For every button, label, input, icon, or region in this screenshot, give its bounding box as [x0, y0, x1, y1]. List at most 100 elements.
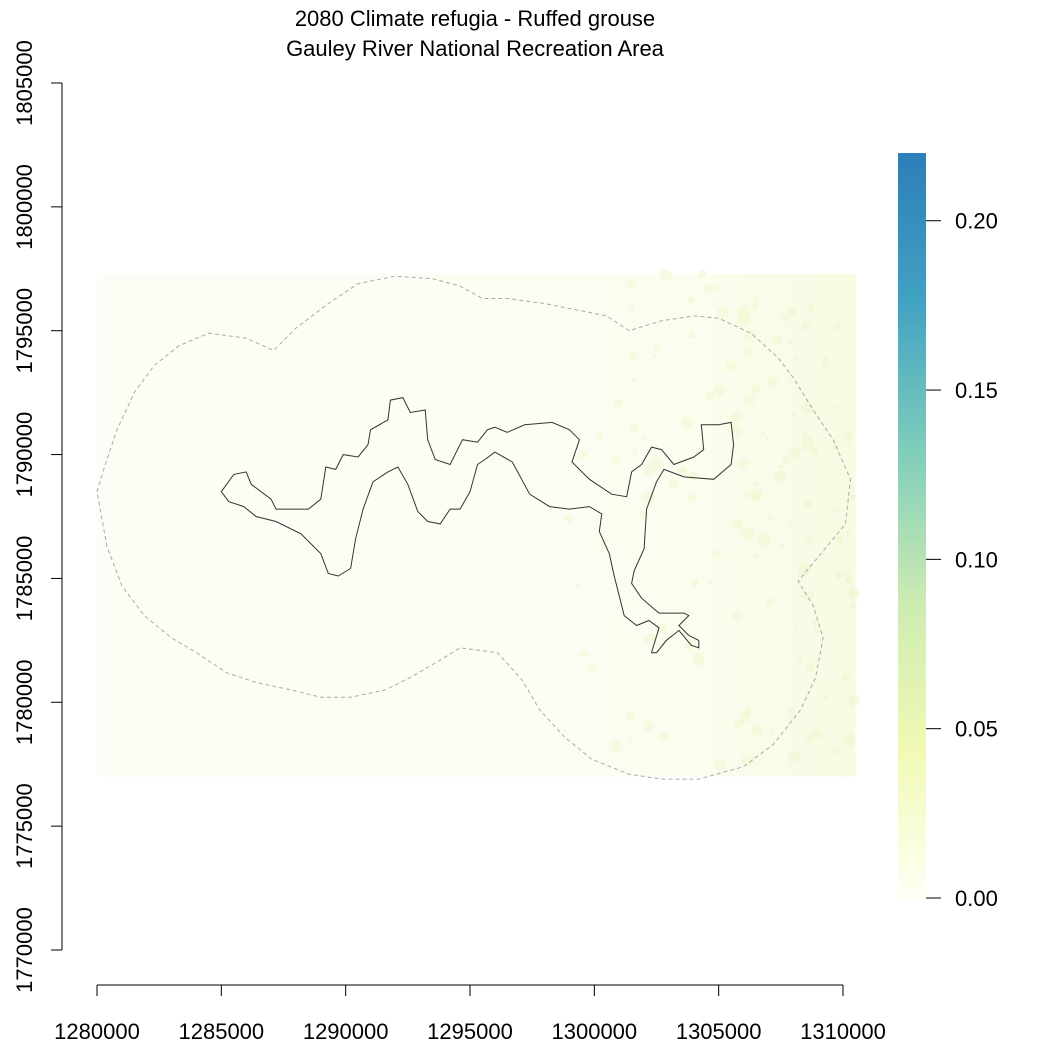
raster-cell: [803, 498, 813, 509]
raster-cell: [730, 424, 743, 437]
raster-cell: [564, 514, 573, 523]
raster-cell: [698, 269, 707, 279]
raster-cell: [794, 627, 799, 632]
raster-cell: [770, 731, 776, 736]
legend-tick-label: 0.10: [955, 547, 998, 572]
raster-cell: [738, 711, 750, 724]
legend-colorbar: [898, 153, 926, 898]
raster-cell: [713, 759, 727, 772]
raster-cell: [630, 423, 639, 432]
y-tick-label: 1770000: [12, 907, 37, 993]
raster-cell: [848, 694, 861, 707]
raster-cell: [810, 446, 818, 455]
raster-cell: [814, 626, 821, 634]
raster-cell: [744, 330, 757, 343]
raster-cell: [741, 753, 755, 767]
raster-cell: [841, 673, 851, 682]
x-tick-label: 1295000: [427, 1019, 513, 1044]
raster-cell: [731, 518, 743, 530]
raster-cell: [812, 619, 819, 626]
raster-cell: [846, 530, 851, 535]
raster-cell: [753, 481, 760, 488]
raster-cell: [802, 432, 807, 437]
raster-cell: [752, 296, 760, 304]
y-tick-label: 1795000: [12, 288, 37, 374]
raster-cell: [831, 507, 839, 514]
raster-cell: [780, 543, 785, 548]
raster-cell: [712, 548, 722, 559]
raster-cell: [632, 448, 638, 454]
y-tick-label: 1780000: [12, 659, 37, 745]
raster-cell: [822, 356, 828, 361]
raster-cell: [639, 509, 648, 519]
raster-cell: [745, 706, 751, 712]
raster-cell: [752, 553, 758, 559]
raster-cell: [787, 339, 794, 346]
raster-cell: [707, 581, 713, 586]
raster-cell: [832, 443, 839, 451]
y-tick-label: 1775000: [12, 783, 37, 869]
raster-cell: [692, 653, 705, 666]
raster-cell: [847, 587, 860, 600]
raster-cell: [574, 582, 580, 588]
raster-cell: [780, 313, 789, 322]
raster-cell: [725, 360, 737, 372]
raster-cell: [843, 570, 850, 576]
raster-cell: [652, 354, 657, 359]
refugia-raster: [97, 273, 856, 777]
x-tick-label: 1285000: [179, 1019, 265, 1044]
raster-cell: [765, 597, 774, 606]
y-axis: 1770000 1775000 1780000 1785000 1790000 17950…: [12, 40, 63, 993]
raster-cell: [812, 729, 822, 739]
raster-cell: [687, 331, 695, 339]
raster-cell: [716, 306, 730, 319]
raster-cell: [733, 718, 743, 729]
raster-cell: [736, 304, 751, 319]
raster-cell: [742, 491, 750, 499]
recreation-area-boundary: [220, 397, 735, 654]
raster-cell: [653, 344, 661, 352]
raster-cell: [628, 351, 638, 361]
raster-cell: [821, 359, 829, 368]
raster-cell: [800, 436, 815, 451]
raster-cell: [788, 707, 796, 715]
raster-cell: [750, 302, 759, 310]
raster-cell: [831, 746, 840, 755]
y-tick-label: 1800000: [12, 164, 37, 250]
raster-cell: [845, 576, 853, 584]
raster-cell: [685, 608, 691, 615]
x-axis: 1280000 1285000 1290000 1295000 1300000 13050…: [54, 984, 886, 1044]
legend-tick-label: 0.15: [955, 378, 998, 403]
raster-cell: [577, 449, 587, 460]
raster-cell: [683, 642, 691, 650]
raster-cell: [792, 355, 799, 362]
raster-cell: [805, 662, 815, 672]
y-tick-label: 1805000: [12, 40, 37, 126]
raster-cell: [782, 456, 790, 464]
raster-cell: [731, 611, 742, 622]
raster-cell: [752, 491, 762, 502]
raster-cell: [743, 394, 756, 406]
raster-cell: [579, 649, 588, 659]
raster-cell: [594, 432, 602, 441]
raster-cell: [843, 733, 857, 747]
raster-cell: [770, 334, 782, 346]
raster-cell: [849, 494, 857, 501]
raster-cell: [598, 540, 605, 548]
raster-cell: [751, 724, 763, 735]
raster-cell: [682, 467, 687, 473]
y-tick-label: 1790000: [12, 412, 37, 498]
buffer-boundary: [96, 275, 852, 780]
raster-cell: [828, 493, 834, 498]
raster-cell: [655, 623, 667, 635]
raster-cell: [822, 695, 828, 701]
raster-cell: [687, 295, 695, 304]
raster-cell: [774, 470, 786, 482]
x-tick-label: 1280000: [54, 1019, 140, 1044]
raster-cell: [797, 562, 812, 577]
raster-cell: [608, 739, 622, 753]
raster-cell: [680, 416, 693, 429]
x-tick-label: 1300000: [552, 1019, 638, 1044]
raster-cell: [738, 458, 748, 469]
